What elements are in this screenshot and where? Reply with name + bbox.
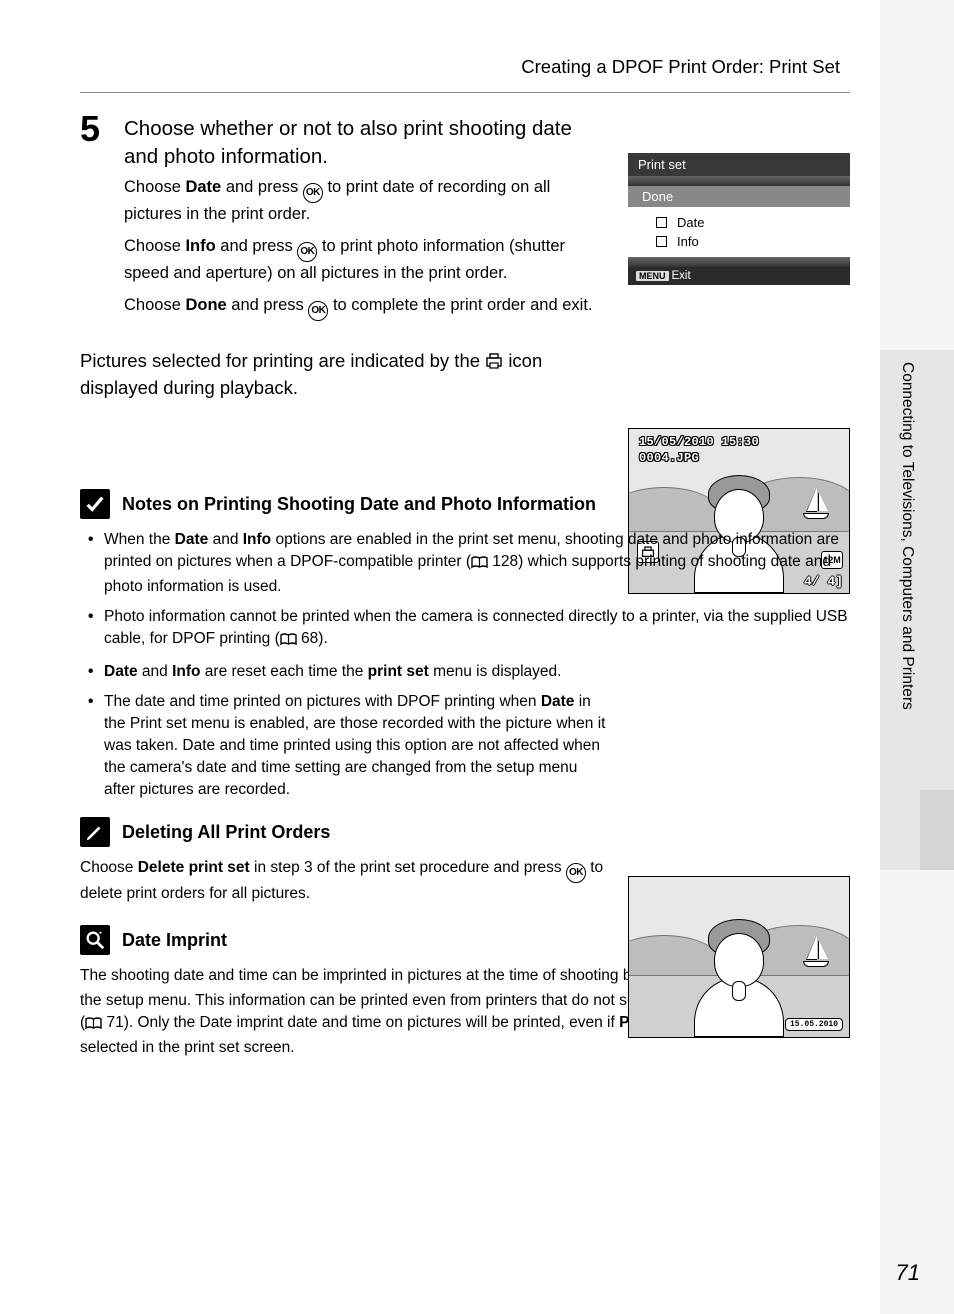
book-ref-icon: [280, 631, 297, 653]
text: The shooting date and time can be imprin…: [80, 967, 685, 984]
text: menu is displayed.: [429, 663, 562, 680]
chapter-tab-label: Connecting to Televisions, Computers and…: [898, 362, 916, 710]
bold: Info: [243, 531, 271, 548]
text: The date and time printed on pictures wi…: [104, 693, 541, 710]
text: and: [208, 531, 242, 548]
text: in step 3 of the print set procedure and…: [250, 859, 566, 876]
notes-title: Notes on Printing Shooting Date and Phot…: [122, 494, 596, 515]
delete-heading: Deleting All Print Orders: [80, 817, 850, 847]
text: 68).: [297, 630, 328, 647]
manual-page: Creating a DPOF Print Order: Print Set 5…: [0, 0, 880, 1314]
preview-timestamp: 15/05/2010 15:30: [639, 435, 759, 449]
note-bullet-4: The date and time printed on pictures wi…: [84, 691, 850, 801]
imprint-title: Date Imprint: [122, 930, 227, 951]
note-bullet-2: Photo information cannot be printed when…: [84, 606, 850, 653]
lcd-title: Print set: [628, 153, 850, 176]
ok-button-icon: OK: [303, 183, 323, 203]
menu-button-icon: MENU: [636, 271, 669, 281]
bold: Date: [104, 663, 138, 680]
date-imprint-illustration: 15.05.2010: [628, 876, 850, 1038]
text: Photo information cannot be printed when…: [104, 608, 848, 647]
bold: print set: [368, 663, 429, 680]
lcd-option-date: Date: [628, 213, 850, 232]
pencil-note-icon: [80, 817, 110, 847]
text: Choose: [124, 296, 185, 314]
lcd-print-set-menu: Print set Done Date Info MENUExit: [628, 153, 850, 285]
text: Choose: [124, 178, 185, 196]
playback-note: Pictures selected for printing are indic…: [80, 349, 850, 401]
instruction-done: Choose Done and press OK to complete the…: [124, 294, 850, 321]
illus-boat: [801, 935, 831, 971]
text: and: [138, 663, 172, 680]
lcd-done-row: Done: [628, 186, 850, 207]
checkbox-icon: [656, 217, 667, 228]
bold-done: Done: [185, 296, 226, 314]
delete-title: Deleting All Print Orders: [122, 822, 330, 843]
ok-button-icon: OK: [566, 863, 586, 883]
book-ref-icon: [85, 1015, 102, 1037]
text: Pictures selected for printing are indic…: [80, 350, 485, 371]
header-rule: [80, 92, 850, 93]
book-ref-icon: [471, 554, 488, 576]
text: Exit: [672, 270, 691, 282]
illus-boat: [801, 487, 831, 523]
checkbox-icon: [656, 236, 667, 247]
preview-filename: 0004.JPG: [639, 451, 699, 465]
text: and press: [221, 178, 303, 196]
bold: Date: [175, 531, 209, 548]
ok-button-icon: OK: [297, 242, 317, 262]
text: Choose: [124, 237, 185, 255]
lcd-options: Date Info: [628, 207, 850, 257]
print-order-icon: [485, 351, 503, 376]
notes-list: When the Date and Info options are enabl…: [80, 529, 850, 801]
tip-note-icon: [80, 925, 110, 955]
text: are reset each time the: [201, 663, 368, 680]
note-bullet-1: When the Date and Info options are enabl…: [84, 529, 850, 598]
lcd-footer: MENUExit: [628, 267, 850, 285]
text: Date: [677, 215, 704, 230]
check-note-icon: [80, 489, 110, 519]
text: Info: [677, 234, 699, 249]
bold-date: Date: [185, 178, 221, 196]
text: to complete the print order and exit.: [328, 296, 592, 314]
note-bullet-3: Date and Info are reset each time the pr…: [84, 661, 850, 683]
text: When the: [104, 531, 175, 548]
lcd-sep: [628, 257, 850, 267]
date-stamp: 15.05.2010: [785, 1018, 843, 1031]
page-number: 71: [896, 1260, 920, 1286]
text: 71). Only the Date imprint date and time…: [102, 1014, 619, 1031]
bold: Date: [541, 693, 575, 710]
text: and press: [227, 296, 309, 314]
text: and press: [216, 237, 298, 255]
illus-person: [684, 917, 794, 1037]
page-header-title: Creating a DPOF Print Order: Print Set: [80, 56, 850, 78]
bold-info: Info: [185, 237, 215, 255]
text: Choose: [80, 859, 138, 876]
bold: Info: [172, 663, 200, 680]
chapter-tab-marker: [920, 790, 954, 870]
lcd-option-info: Info: [628, 232, 850, 251]
lcd-sep: [628, 176, 850, 186]
bold: Delete print set: [138, 859, 250, 876]
ok-button-icon: OK: [308, 301, 328, 321]
